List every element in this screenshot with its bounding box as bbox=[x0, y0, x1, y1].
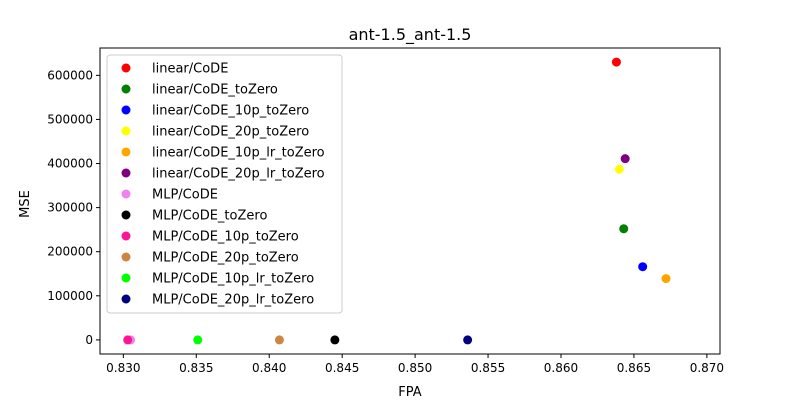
data-point bbox=[611, 57, 621, 67]
data-point bbox=[620, 154, 630, 164]
legend-label: MLP/CoDE_20p_toZero bbox=[152, 251, 299, 266]
legend-marker bbox=[121, 252, 131, 262]
legend-marker bbox=[121, 105, 131, 115]
y-tick-label: 200000 bbox=[47, 245, 93, 259]
y-tick-label: 400000 bbox=[47, 157, 93, 171]
legend-marker bbox=[121, 168, 131, 178]
x-axis-ticks: 0.830 0.835 0.840 0.845 0.850 0.855 0.860 0.865… bbox=[106, 354, 724, 375]
legend-marker bbox=[121, 147, 131, 157]
y-axis-label: MSE bbox=[18, 190, 33, 218]
y-tick-label: 500000 bbox=[47, 112, 93, 126]
data-point bbox=[614, 164, 624, 174]
legend-label: linear/CoDE_10p_toZero bbox=[152, 104, 309, 119]
legend-label: MLP/CoDE bbox=[152, 188, 218, 203]
legend-marker bbox=[121, 294, 131, 304]
legend-box bbox=[106, 54, 343, 314]
legend-label: MLP/CoDE_20p_lr_toZero bbox=[152, 293, 314, 308]
legend-marker bbox=[121, 63, 131, 73]
y-axis-ticks: 0 100000 200000 300000 400000 500000 600000 bbox=[47, 68, 100, 347]
legend-label: MLP/CoDE_toZero bbox=[152, 209, 267, 224]
data-point bbox=[123, 335, 133, 345]
legend-label: linear/CoDE_20p_lr_toZero bbox=[152, 167, 325, 182]
y-tick-label: 100000 bbox=[47, 289, 93, 303]
legend: linear/CoDE linear/CoDE_toZero linear/CoDE… bbox=[106, 54, 343, 314]
x-tick-label: 0.830 bbox=[106, 361, 140, 375]
data-point bbox=[661, 274, 671, 284]
data-point bbox=[463, 335, 473, 345]
legend-label: MLP/CoDE_10p_toZero bbox=[152, 230, 299, 245]
x-tick-label: 0.845 bbox=[325, 361, 359, 375]
x-tick-label: 0.860 bbox=[544, 361, 578, 375]
y-tick-label: 300000 bbox=[47, 201, 93, 215]
legend-label: linear/CoDE_20p_toZero bbox=[152, 125, 309, 140]
plot-frame bbox=[99, 47, 721, 355]
x-tick-label: 0.850 bbox=[398, 361, 432, 375]
legend-label: MLP/CoDE_10p_lr_toZero bbox=[152, 272, 314, 287]
legend-marker bbox=[121, 189, 131, 199]
legend-label: linear/CoDE_10p_lr_toZero bbox=[152, 146, 325, 161]
legend-marker bbox=[121, 273, 131, 283]
legend-label: linear/CoDE_toZero bbox=[152, 83, 278, 98]
x-tick-label: 0.840 bbox=[252, 361, 286, 375]
chart-title: ant-1.5_ant-1.5 bbox=[349, 25, 472, 45]
legend-marker bbox=[121, 210, 131, 220]
data-point bbox=[619, 224, 629, 234]
y-tick-label: 0 bbox=[85, 333, 93, 347]
x-axis-label: FPA bbox=[398, 385, 421, 400]
x-tick-label: 0.855 bbox=[471, 361, 505, 375]
y-tick-label: 600000 bbox=[47, 68, 93, 82]
legend-marker bbox=[121, 126, 131, 136]
legend-marker bbox=[121, 231, 131, 241]
x-tick-label: 0.865 bbox=[617, 361, 651, 375]
data-point bbox=[274, 335, 284, 345]
legend-label: linear/CoDE bbox=[152, 62, 228, 77]
legend-marker bbox=[121, 84, 131, 94]
data-point bbox=[193, 335, 203, 345]
data-point bbox=[638, 262, 648, 272]
x-tick-label: 0.870 bbox=[690, 361, 724, 375]
x-tick-label: 0.835 bbox=[179, 361, 213, 375]
data-point bbox=[330, 335, 340, 345]
data-points bbox=[123, 57, 671, 345]
